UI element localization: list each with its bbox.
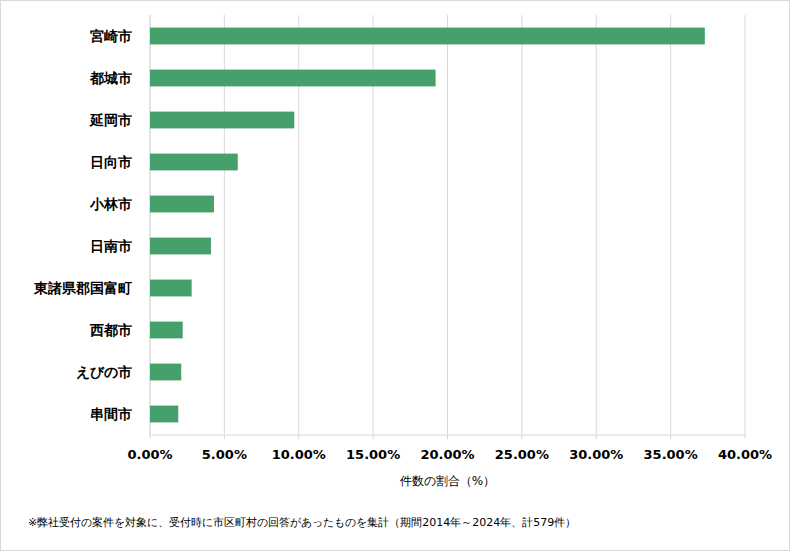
category-label: 宮崎市: [90, 28, 132, 44]
tick-label: 5.00%: [202, 447, 247, 462]
grid-line: [521, 15, 522, 435]
grid-line: [745, 15, 746, 435]
bar: [150, 28, 705, 45]
bar: [150, 364, 181, 381]
grid: [150, 15, 745, 439]
tick-mark: [447, 435, 448, 439]
category-label: 西都市: [89, 322, 132, 338]
bar: [150, 280, 192, 297]
grid-line: [447, 15, 448, 435]
footnote: ※弊社受付の案件を対象に、受付時に市区町村の回答があったものを集計（期間2014…: [28, 516, 576, 529]
x-axis-line: [150, 435, 745, 436]
tick-mark: [224, 435, 225, 439]
category-label: 都城市: [89, 70, 132, 86]
category-label: 延岡市: [89, 112, 132, 128]
tick-mark: [150, 435, 151, 439]
tick-label: 35.00%: [644, 447, 698, 462]
tick-mark: [670, 435, 671, 439]
bars: [150, 28, 705, 423]
tick-mark: [745, 435, 746, 439]
category-label: 小林市: [89, 196, 132, 212]
grid-line: [596, 15, 597, 435]
bar: [150, 406, 178, 423]
bar: [150, 154, 238, 171]
tick-label: 20.00%: [420, 447, 474, 462]
tick-mark: [298, 435, 299, 439]
tick-label: 25.00%: [495, 447, 549, 462]
bar: [150, 196, 214, 213]
bar: [150, 70, 436, 87]
tick-label: 15.00%: [346, 447, 400, 462]
bar: [150, 238, 211, 255]
chart-border: [1, 1, 790, 551]
category-label: えびの市: [76, 364, 132, 380]
tick-mark: [373, 435, 374, 439]
grid-line: [670, 15, 671, 435]
x-axis-title: 件数の割合（%）: [400, 474, 495, 488]
category-label: 日南市: [90, 238, 132, 254]
category-label: 東諸県郡国富町: [33, 280, 132, 296]
tick-label: 0.00%: [127, 447, 172, 462]
tick-label: 40.00%: [718, 447, 772, 462]
category-label: 日向市: [90, 154, 132, 170]
tick-label: 10.00%: [272, 447, 326, 462]
chart: 0.00% 5.00% 10.00% 15.00% 20.00% 25.00% 30.00%…: [0, 0, 790, 551]
bar: [150, 112, 294, 129]
tick-mark: [596, 435, 597, 439]
bar: [150, 322, 183, 339]
tick-mark: [521, 435, 522, 439]
tick-label: 30.00%: [569, 447, 623, 462]
category-label: 串間市: [90, 406, 132, 422]
